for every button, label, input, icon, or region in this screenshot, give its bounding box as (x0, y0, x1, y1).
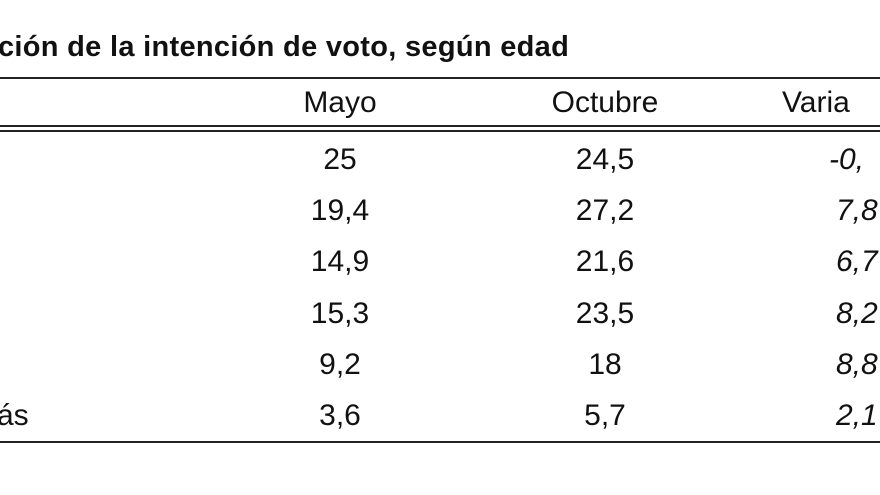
column-header: Mayo (303, 86, 377, 119)
column-header: Varia (782, 86, 850, 119)
cell: 19,4 (310, 194, 370, 228)
cell: 15,3 (310, 296, 370, 330)
cell: 14,9 (310, 245, 370, 279)
cell: 9,2 (319, 347, 361, 381)
table-title: ción de la intención de voto, según edad (0, 31, 570, 63)
rule (0, 130, 880, 132)
cell: 18 (588, 347, 622, 381)
cell: 7,8 (836, 194, 878, 228)
cell: 6,7 (836, 245, 878, 279)
cell: 24,5 (575, 143, 635, 176)
cell: 8,8 (836, 347, 878, 381)
cell: 21,6 (575, 245, 635, 279)
cell: 8,2 (836, 296, 878, 330)
column-header: Octubre (551, 86, 659, 119)
row-label: ás (0, 399, 29, 432)
rule (0, 77, 880, 79)
cell: -0, (829, 143, 865, 176)
cell: 25 (323, 143, 357, 176)
rule (0, 125, 880, 127)
cell: 3,6 (319, 399, 361, 432)
cell: 2,1 (836, 399, 878, 432)
cell: 27,2 (575, 194, 635, 228)
cell: 5,7 (584, 399, 626, 432)
rule (0, 441, 880, 443)
cell: 23,5 (575, 296, 635, 330)
